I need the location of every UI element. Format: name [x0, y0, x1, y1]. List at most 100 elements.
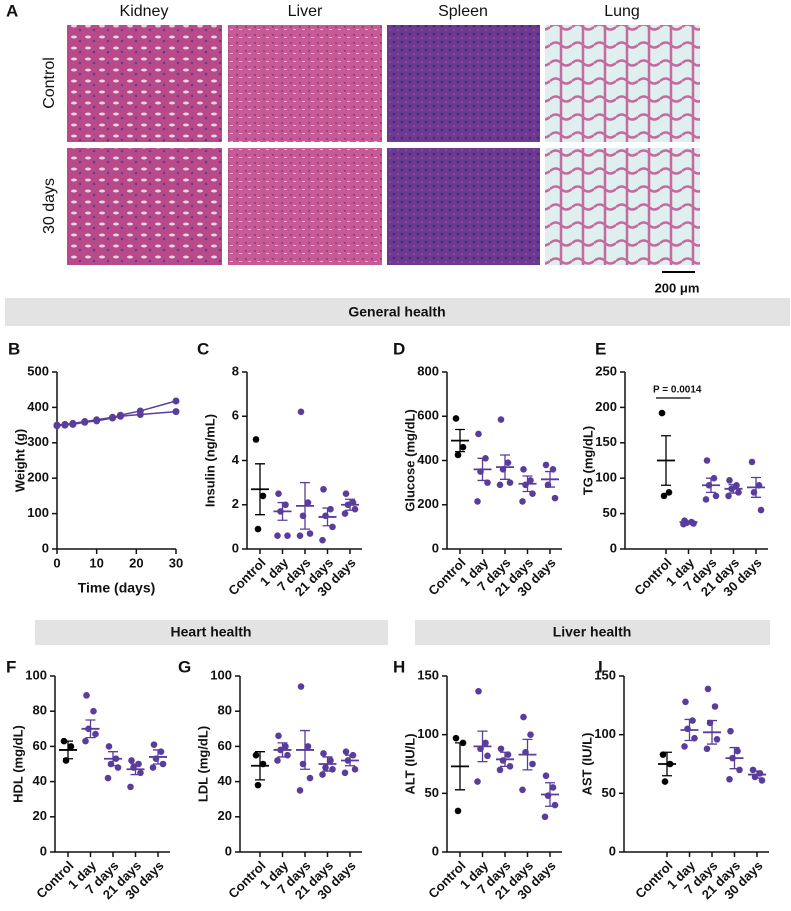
point	[306, 774, 314, 782]
point	[496, 481, 504, 489]
point	[320, 485, 327, 493]
point	[127, 783, 134, 791]
point	[172, 408, 180, 416]
point	[749, 766, 757, 774]
point	[109, 414, 117, 422]
point	[482, 739, 489, 747]
point	[67, 743, 75, 750]
point	[284, 532, 291, 540]
point	[104, 774, 112, 782]
error-bar	[345, 498, 355, 511]
error-bar	[130, 763, 141, 776]
point	[661, 778, 669, 785]
y-tick-label: 100	[210, 667, 232, 682]
y-tick-label: 40	[33, 773, 47, 788]
point	[748, 458, 756, 466]
y-tick-label: 60	[33, 738, 47, 753]
point	[734, 747, 741, 755]
point	[116, 412, 124, 420]
point	[504, 459, 512, 467]
y-axis-label: ALT (IU/L)	[402, 733, 417, 794]
point	[726, 775, 733, 783]
point	[351, 505, 359, 513]
point	[296, 787, 304, 794]
point	[691, 734, 698, 742]
panel-label: A	[6, 1, 18, 20]
point	[527, 477, 534, 484]
y-tick-label: 300	[27, 434, 49, 449]
point	[454, 807, 462, 815]
error-bar	[545, 470, 555, 488]
column-label: Liver	[288, 3, 323, 20]
point	[474, 778, 481, 785]
y-tick-label: 50	[603, 505, 617, 520]
panel-label: B	[8, 339, 20, 358]
y-tick-label: 100	[27, 505, 49, 520]
panel-label: D	[393, 339, 405, 358]
y-tick-label: 100	[25, 667, 47, 682]
y-tick-label: 0	[232, 540, 239, 555]
column-label: Kidney	[120, 3, 169, 20]
point	[551, 494, 559, 502]
point	[297, 408, 305, 416]
point	[61, 421, 69, 429]
error-bar	[522, 475, 533, 493]
y-tick-label: 0	[42, 540, 49, 555]
error-bar	[545, 782, 555, 807]
y-tick-label: 2	[232, 496, 239, 511]
point	[297, 683, 305, 690]
point	[551, 801, 559, 809]
point	[484, 752, 491, 760]
y-tick-label: 20	[33, 808, 47, 823]
column-label: Spleen	[438, 3, 488, 20]
row-label: 30 days	[41, 178, 58, 234]
point	[454, 451, 462, 459]
point	[82, 737, 89, 745]
point	[519, 786, 526, 794]
point	[304, 499, 312, 506]
panel-label: C	[197, 339, 209, 358]
x-tick-label: 20	[129, 555, 143, 570]
y-tick-label: 0	[609, 843, 616, 858]
y-tick-label: 600	[417, 408, 439, 423]
point	[341, 769, 349, 777]
point	[327, 757, 334, 764]
point	[69, 420, 77, 428]
point	[757, 506, 765, 514]
y-tick-label: 20	[218, 808, 232, 823]
point	[665, 489, 673, 496]
point	[497, 416, 505, 423]
point	[319, 771, 326, 778]
point	[329, 523, 336, 531]
point	[529, 760, 536, 768]
point	[342, 490, 350, 497]
error-bar	[300, 481, 310, 530]
x-tick-label: 10	[89, 555, 103, 570]
point	[252, 751, 260, 759]
point	[92, 730, 99, 738]
y-tick-label: 200	[417, 496, 439, 511]
point	[542, 461, 550, 469]
section-title: Heart health	[171, 624, 252, 640]
y-tick-label: 50	[425, 785, 439, 800]
panel-label: F	[6, 657, 16, 676]
y-tick-label: 150	[417, 667, 439, 682]
point	[506, 479, 514, 486]
panel-label: I	[598, 657, 603, 676]
y-tick-label: 0	[40, 843, 47, 858]
error-bar	[684, 718, 695, 742]
point	[735, 489, 742, 496]
point	[149, 764, 157, 771]
y-tick-label: 100	[417, 726, 439, 741]
histology-image	[545, 25, 700, 142]
y-tick-label: 150	[595, 434, 617, 449]
error-bar	[728, 483, 739, 494]
point	[703, 457, 711, 464]
error-bar	[255, 751, 265, 781]
error-bar	[707, 719, 717, 745]
y-tick-label: 150	[594, 667, 616, 682]
point	[319, 536, 326, 544]
error-bar	[277, 501, 288, 521]
error-bar	[322, 507, 333, 527]
